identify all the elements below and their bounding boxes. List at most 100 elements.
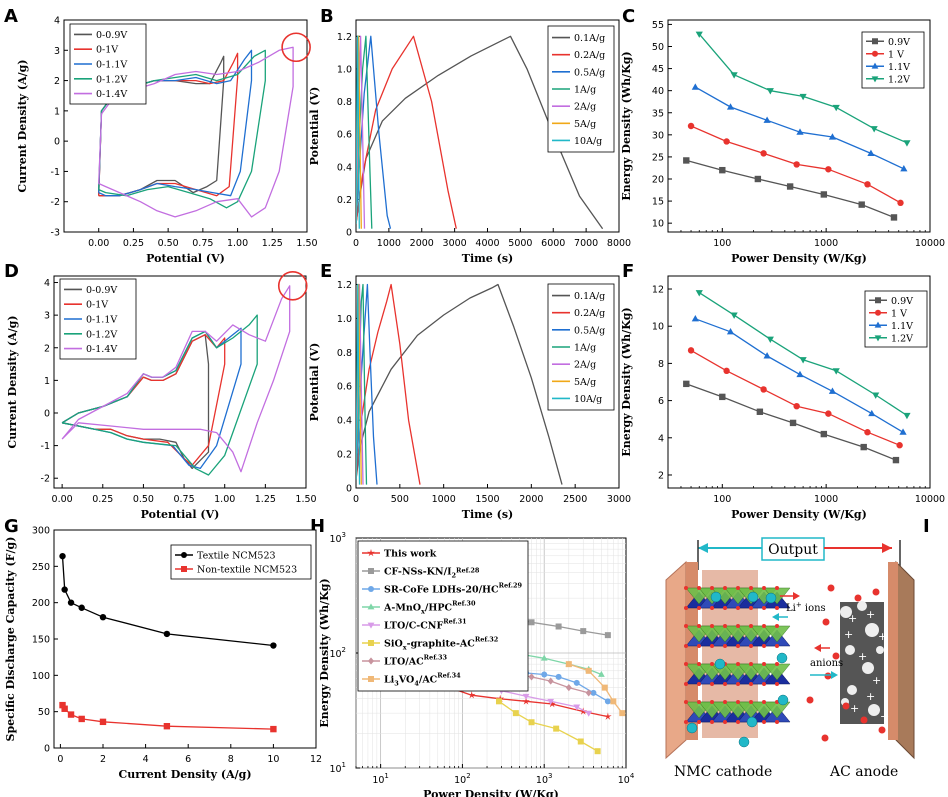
x-tick-label: 2500 [563, 494, 587, 505]
data-point-f-1 [687, 347, 695, 354]
data-point-g-1 [163, 723, 171, 730]
y-axis-title-g: Specific Discharge Capacity (F/g) [4, 537, 17, 742]
y-tick-label: 30 [652, 130, 664, 141]
series-group-g [59, 552, 277, 733]
y-tick-label: 4 [44, 278, 50, 289]
oxygen-atom [749, 662, 753, 666]
legend-marker [181, 552, 187, 558]
oxygen-atom [697, 644, 701, 648]
panel-label-f: F [622, 261, 634, 282]
legend-marker [875, 309, 881, 316]
x-tick-label: 0.00 [88, 238, 109, 249]
oxygen-atom [710, 644, 714, 648]
carbon-pore [847, 685, 857, 695]
legend-ref: Ref.34 [437, 672, 461, 680]
legend-subscript: 3 [394, 680, 399, 688]
y-tick-label: 25 [652, 152, 664, 163]
x-tick-label: 0.25 [92, 494, 113, 505]
y-tick-label: 15 [652, 197, 664, 208]
oxygen-atom [697, 586, 701, 590]
oxygen-atom [710, 586, 714, 590]
y-tick-label: 55 [652, 20, 664, 31]
oxygen-atom [775, 682, 779, 686]
series-line-e-0 [356, 283, 563, 485]
oxygen-atom [723, 682, 727, 686]
data-point-c-3 [870, 126, 878, 133]
data-point-f-0 [683, 380, 690, 388]
oxygen-atom [684, 662, 688, 666]
data-point-h-4 [585, 710, 593, 717]
oxygen-atom [775, 624, 779, 628]
li-ion-label: Li+ ions [786, 601, 826, 614]
oxygen-atom [710, 662, 714, 666]
data-point-h-0 [579, 707, 588, 715]
y-tick-label: 50 [38, 707, 50, 718]
x-tick-label: 7000 [574, 238, 598, 249]
lithium-ion [714, 658, 726, 670]
legend-subscript-2: 4 [414, 680, 419, 688]
y-tick-label: 0.6 [337, 382, 352, 393]
data-point-h-0 [548, 700, 556, 708]
chart-e: 0 500 1000 1500 2000 2500 3000 0 0.2 0.4 0.6 0.8 1.0… [308, 275, 631, 521]
x-tick-label: 10000 [915, 494, 945, 505]
x-axis-title-b: Time (s) [462, 252, 513, 265]
data-point-c-2 [726, 103, 735, 110]
legend-entry: 1A/g [574, 85, 596, 96]
legend-entry: 2A/g [574, 102, 596, 113]
oxygen-atom [736, 662, 740, 666]
x-tick-label: 0.00 [52, 494, 73, 505]
series-line-e-6 [356, 283, 361, 485]
oxygen-atom [775, 644, 779, 648]
oxygen-atom [749, 644, 753, 648]
oxygen-atom [749, 606, 753, 610]
anion-label: anions [810, 658, 843, 669]
legend-entry: 0.2A/g [574, 308, 605, 319]
legend-entry: 0-1.4V [86, 344, 117, 355]
legend-d: 0-0.9V 0-1V 0-1.1V 0-1.2V 0-1.4V [59, 278, 137, 360]
lithium-ion [765, 592, 777, 604]
data-point-c-2 [867, 149, 875, 156]
chart-h: 101 102 103 104 101 102 103 Power Density (W/Kg… [318, 531, 635, 797]
data-point-g-0 [99, 614, 107, 621]
legend-marker [368, 568, 374, 574]
data-point-f-1 [793, 402, 800, 410]
li-ion-return-head-icon [772, 613, 779, 621]
oxygen-atom [762, 720, 766, 724]
oxygen-atom [749, 700, 753, 704]
data-point-g-1 [67, 711, 75, 718]
ions-layer [686, 584, 886, 748]
carbon-pore [865, 623, 879, 637]
x-tick-label: 1.00 [227, 238, 248, 249]
legend-ref: Ref.33 [424, 654, 448, 662]
y-tick-label: 2 [658, 470, 664, 481]
legend-entry: 1.1V [888, 62, 910, 73]
data-point-f-2 [691, 314, 699, 322]
positive-charge-sign: + [848, 612, 857, 625]
lithium-ion [776, 652, 788, 664]
x-tick-label: 5000 [508, 238, 532, 249]
legend-box-h [357, 540, 529, 692]
y-tick-label: 1.2 [337, 280, 352, 291]
legend-subscript: x [403, 644, 407, 652]
y-tick-label: 0 [346, 484, 352, 495]
legend-marker [872, 50, 878, 57]
oxygen-atom [697, 662, 701, 666]
li-ion-word: ions [802, 603, 826, 614]
carbon-pore [845, 645, 855, 655]
chart-b: 0 1000 2000 3000 4000 5000 6000 7000 8000 0 0.2 0.4… [308, 19, 631, 265]
data-point-h-6 [528, 673, 535, 681]
data-point-h-1 [580, 628, 587, 635]
data-point-g-1 [99, 718, 107, 726]
chart-c: 100 1000 10000 10 15 20 25 30 35 40 45 50 55 Power De… [620, 19, 945, 265]
data-point-c-0 [683, 157, 690, 164]
positive-charge-sign: + [866, 690, 875, 703]
y-tick-label: 0 [44, 744, 50, 755]
x-tick-label: 0.25 [123, 238, 144, 249]
y-tick-label: 0.6 [337, 130, 352, 141]
y-tick-label: 3 [54, 46, 60, 57]
oxygen-atom [775, 720, 779, 724]
oxygen-atom [749, 682, 753, 686]
data-point-c-1 [825, 166, 832, 173]
li-ion-symbol: Li [786, 603, 796, 614]
